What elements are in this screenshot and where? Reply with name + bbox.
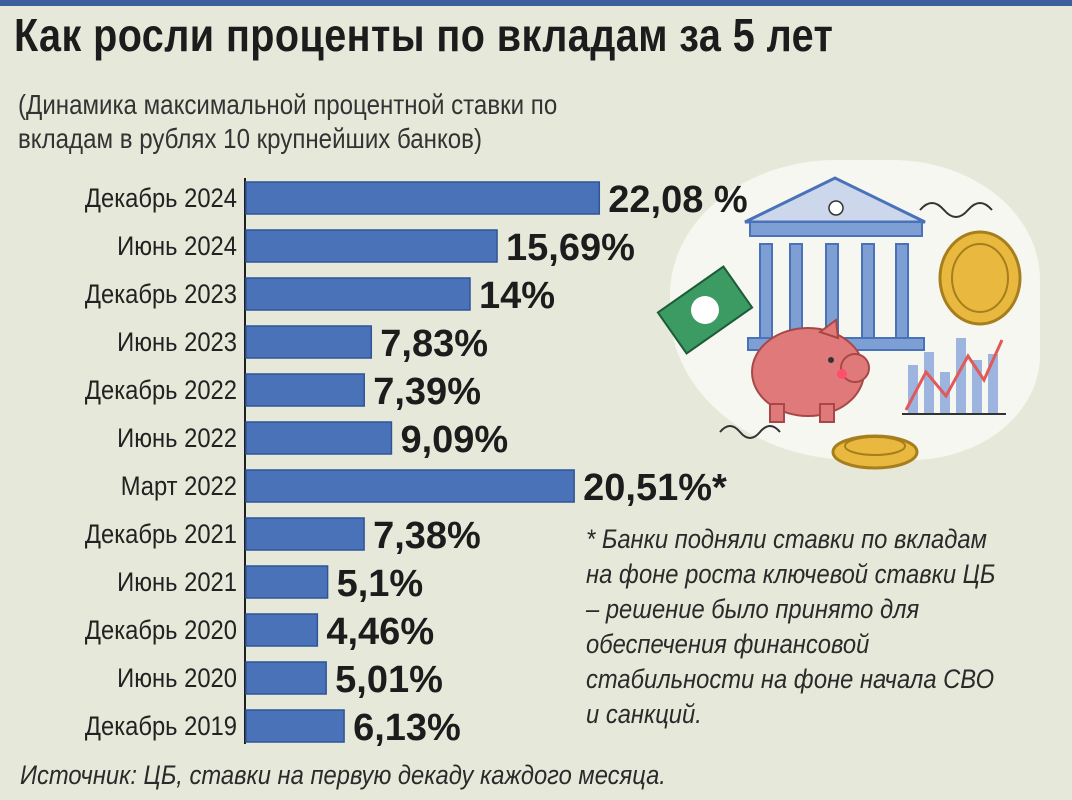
category-label: Декабрь 2023 (85, 280, 237, 310)
squiggle-icon (919, 202, 993, 218)
data-label: 6,13% (353, 707, 461, 749)
category-label: Декабрь 2022 (85, 376, 237, 406)
growth-chart-icon (902, 338, 1006, 415)
data-label: 14% (479, 275, 555, 317)
squiggle-icon (719, 425, 781, 439)
bar (245, 517, 365, 551)
coin-icon (938, 230, 1022, 326)
bar (245, 469, 575, 503)
data-label: 7,83% (380, 323, 488, 365)
bar (245, 229, 498, 263)
chart-subtitle: (Динамика максимальной процентной ставки… (18, 89, 558, 154)
data-label: 4,46% (326, 611, 434, 653)
data-label: 5,1% (337, 563, 424, 605)
category-label: Декабрь 2019 (85, 712, 237, 742)
data-label: 20,51%* (583, 467, 727, 509)
bank-building-icon (744, 176, 926, 351)
banknote-icon (656, 265, 754, 355)
bar-chart: Декабрь 2024 22,08 % Июнь 2024 15,69% Декабр… (85, 178, 748, 749)
data-source: Источник: ЦБ, ставки на первую декаду ка… (20, 760, 666, 790)
category-label: Июнь 2022 (117, 424, 237, 454)
bar (245, 181, 601, 215)
bar (245, 613, 319, 647)
bar (245, 709, 345, 743)
bar (245, 325, 373, 359)
chart-title: Как росли проценты по вкладам за 5 лет (14, 9, 834, 61)
bar (245, 421, 393, 455)
data-label: 5,01% (335, 659, 443, 701)
category-label: Июнь 2023 (117, 328, 237, 358)
category-label: Март 2022 (121, 472, 237, 502)
category-label: Декабрь 2024 (85, 184, 237, 214)
data-label: 9,09% (400, 419, 508, 461)
coin-icon (831, 434, 919, 470)
data-label: 7,38% (373, 515, 481, 557)
category-label: Декабрь 2021 (85, 520, 237, 550)
category-label: Декабрь 2020 (85, 616, 237, 646)
bar (245, 373, 365, 407)
data-label: 7,39% (373, 371, 481, 413)
bar (245, 277, 471, 311)
bar (245, 565, 329, 599)
bank-illustration (656, 176, 1022, 470)
category-label: Июнь 2024 (117, 232, 237, 262)
data-label: 15,69% (506, 227, 635, 269)
bar (245, 661, 327, 695)
category-label: Июнь 2021 (117, 568, 237, 598)
piggy-bank-icon (751, 318, 870, 423)
data-label: 22,08 % (608, 179, 747, 221)
top-accent-line (0, 0, 1072, 6)
chart-footnote: * Банки подняли ставки по вкладам на фон… (586, 524, 996, 729)
category-label: Июнь 2020 (117, 664, 237, 694)
